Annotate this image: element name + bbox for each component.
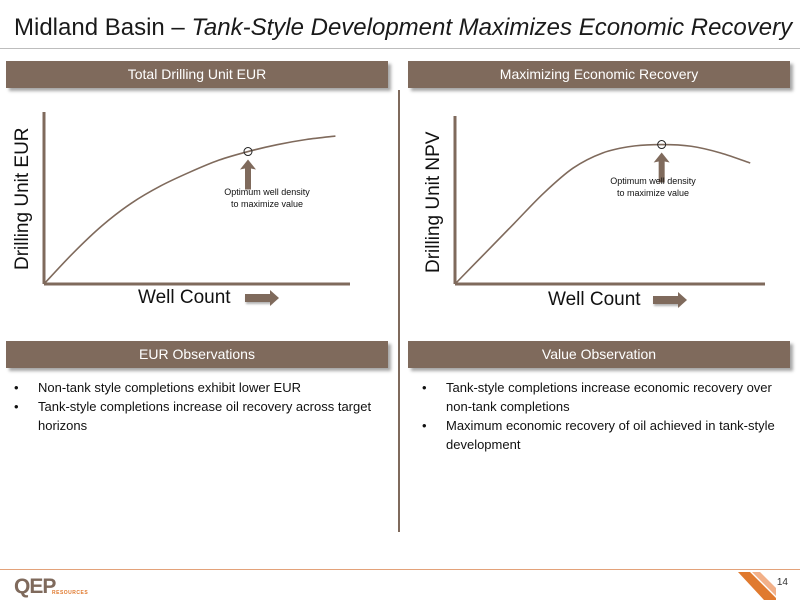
callout-arrow-icon: [653, 152, 670, 183]
series-line: [454, 143, 751, 285]
left-eur-chart: [42, 112, 350, 286]
logo-wordmark: QEP: [14, 575, 56, 598]
corner-chevron-icon: [738, 572, 776, 600]
eur-observations-list: Non-tank style completions exhibit lower…: [10, 378, 380, 435]
title-rule: [0, 48, 800, 49]
optimum-marker: [657, 140, 667, 150]
right-chart-annotation: Optimum well density to maximize value: [610, 176, 696, 198]
right-xaxis-arrow-icon: [653, 292, 687, 308]
right-chart-banner: Maximizing Economic Recovery: [408, 61, 790, 88]
page-number: 14: [776, 577, 788, 588]
callout-arrow-shape: [653, 152, 670, 183]
left-chart-ylabel: Drilling Unit EUR: [12, 127, 33, 270]
callout-arrow-shape: [240, 159, 256, 190]
left-chart-xlabel: Well Count: [138, 287, 231, 308]
logo-subtext: RESOURCES: [52, 590, 89, 596]
left-chart-banner: Total Drilling Unit EUR: [6, 61, 388, 88]
left-chart-annotation: Optimum well density to maximize value: [224, 187, 310, 209]
footer-rule: [0, 569, 800, 570]
optimum-marker: [243, 147, 253, 157]
value-observation-banner: Value Observation: [408, 341, 790, 368]
panel-divider: [398, 90, 400, 532]
right-npv-chart: [453, 116, 765, 286]
right-chart-xlabel: Well Count: [548, 289, 641, 310]
series-line: [43, 135, 336, 285]
page-title: Midland Basin – Tank-Style Development M…: [14, 12, 794, 44]
title-prefix: Midland Basin –: [14, 14, 192, 41]
list-item: Non-tank style completions exhibit lower…: [10, 378, 380, 397]
list-item: Tank-style completions increase oil reco…: [10, 397, 380, 435]
list-item: Tank-style completions increase economic…: [418, 378, 788, 416]
left-xaxis-arrow-icon: [245, 290, 279, 306]
title-emphasis: Tank-Style Development Maximizes Economi…: [191, 14, 793, 41]
value-observation-list: Tank-style completions increase economic…: [418, 378, 788, 454]
list-item: Maximum economic recovery of oil achieve…: [418, 416, 788, 454]
qep-logo: QEP RESOURCES: [14, 575, 94, 598]
callout-arrow-icon: [240, 159, 256, 190]
right-chart-ylabel: Drilling Unit NPV: [423, 131, 444, 273]
eur-observations-banner: EUR Observations: [6, 341, 388, 368]
